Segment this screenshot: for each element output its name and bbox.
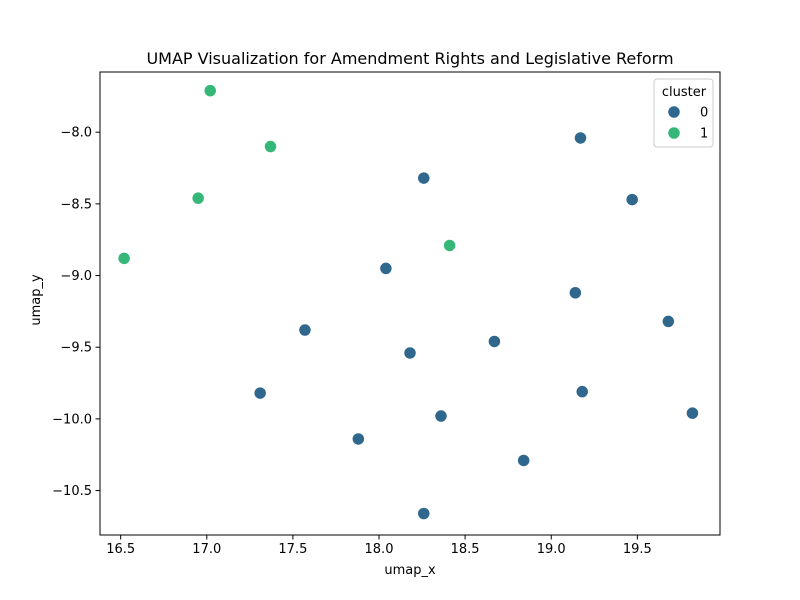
x-tick-label: 17.0 [192,542,221,557]
data-point-cluster-0 [568,286,582,300]
data-point-cluster-1 [263,139,278,154]
data-point-cluster-1 [203,83,217,98]
y-tick-label: −9.0 [60,269,92,284]
data-point-cluster-0 [575,385,589,399]
data-point-cluster-0 [298,323,312,337]
data-point-cluster-0 [625,192,639,207]
axes-frame [99,71,721,536]
chart-title: UMAP Visualization for Amendment Rights … [146,49,673,68]
legend-marker-cluster-0 [667,105,681,119]
plot-area: 16.5 17.0 17.5 18.0 18.5 19.0 19.5 −8.0 −8.5 −9.0… [52,71,721,557]
y-tick-label: −9.5 [60,341,92,356]
x-tick-label: 19.0 [537,542,566,557]
y-axis-label: umap_y [29,274,44,326]
x-tick-label: 17.5 [278,542,307,557]
data-point-cluster-0 [417,171,431,185]
data-point-cluster-0 [417,506,431,521]
y-tick-label: −10.5 [52,484,92,499]
data-point-cluster-0 [351,432,365,446]
legend-marker-cluster-1 [667,126,681,140]
data-point-cluster-0 [517,453,531,468]
data-point-cluster-0 [573,131,588,145]
y-tick-label: −8.5 [60,197,92,212]
legend-label-cluster-1: 1 [700,127,708,142]
legend-entries: 01 [667,105,708,142]
data-point-cluster-0 [685,406,700,420]
y-tick-label: −10.0 [52,412,92,427]
data-point-cluster-0 [434,409,448,423]
data-point-cluster-0 [253,386,267,400]
x-tick-label: 18.0 [365,542,394,557]
data-point-cluster-0 [379,261,393,276]
data-point-cluster-1 [117,251,131,265]
legend: cluster 01 [653,78,714,148]
legend-title: cluster [662,85,707,100]
x-tick-label: 19.5 [623,542,652,557]
data-point-cluster-0 [487,334,502,349]
y-tick-label: −8.0 [60,126,92,141]
data-point-cluster-0 [661,314,675,329]
x-tick-label: 16.5 [106,542,135,557]
data-point-cluster-0 [403,346,417,360]
x-tick-label: 18.5 [451,542,480,557]
x-axis-label: umap_x [384,563,436,578]
legend-label-cluster-0: 0 [700,106,708,121]
data-point-cluster-1 [191,191,205,205]
data-point-cluster-1 [442,238,457,253]
